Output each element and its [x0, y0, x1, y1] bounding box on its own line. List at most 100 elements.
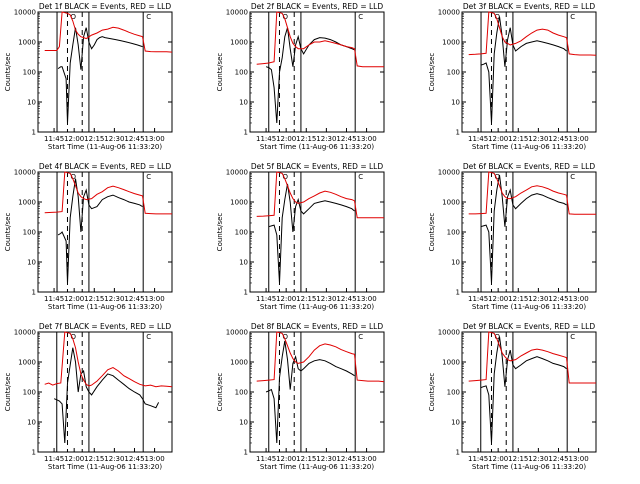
- y-tick-label: 1: [244, 449, 248, 457]
- open-mark: O: [494, 333, 500, 341]
- y-axis-label: Counts/sec: [216, 213, 224, 252]
- series-line-events: [265, 27, 355, 124]
- detector-panel-2: Det 2f BLACK = Events, RED = LLD 1 10 100 10…: [216, 2, 385, 151]
- x-tick-label: 12:45: [124, 455, 144, 463]
- y-tick-label: 1000: [442, 359, 460, 367]
- y-tick-label: 1: [456, 289, 460, 297]
- x-tick-label: 12:45: [548, 135, 568, 143]
- x-axis-label: Start Time (11-Aug-06 11:33:20): [472, 463, 586, 471]
- series-line-events: [57, 27, 143, 124]
- y-tick-label: 1: [456, 129, 460, 137]
- series-line-lld: [44, 11, 173, 53]
- x-axis-label: Start Time (11-Aug-06 11:33:20): [472, 303, 586, 311]
- plot-frame: [249, 11, 385, 133]
- close-mark: C: [358, 13, 363, 21]
- y-axis-label: Counts/sec: [428, 213, 436, 252]
- close-mark: C: [146, 13, 151, 21]
- y-tick-label: 1: [456, 449, 460, 457]
- x-tick-label: 11:45: [256, 295, 276, 303]
- open-mark: O: [282, 13, 288, 21]
- series-line-events: [53, 347, 160, 444]
- y-axis-label: Counts/sec: [4, 53, 12, 92]
- plot-frame: [249, 171, 385, 293]
- x-axis-label: Start Time (11-Aug-06 11:33:20): [260, 303, 374, 311]
- y-tick-label: 1000: [18, 199, 36, 207]
- x-tick-label: 11:45: [256, 135, 276, 143]
- detector-panel-1: Det 1f BLACK = Events, RED = LLD 1 10 100 10…: [4, 2, 173, 151]
- y-axis-label: Counts/sec: [216, 53, 224, 92]
- x-axis-label: Start Time (11-Aug-06 11:33:20): [472, 143, 586, 151]
- series-line-lld: [468, 171, 596, 215]
- x-tick-label: 12:15: [84, 295, 104, 303]
- y-tick-label: 10000: [438, 329, 460, 337]
- series-line-lld: [44, 331, 173, 388]
- x-tick-label: 12:15: [508, 455, 528, 463]
- x-tick-label: 13:00: [568, 455, 588, 463]
- plot-frame: [461, 331, 597, 453]
- open-mark: O: [494, 13, 500, 21]
- x-tick-label: 13:00: [568, 295, 588, 303]
- y-tick-label: 1: [244, 289, 248, 297]
- chart-title: Det 5f BLACK = Events, RED = LLD: [251, 162, 384, 171]
- y-tick-label: 100: [23, 389, 36, 397]
- x-tick-label: 12:45: [124, 135, 144, 143]
- x-tick-label: 13:00: [144, 295, 164, 303]
- open-mark: O: [70, 173, 76, 181]
- x-tick-label: 13:00: [568, 135, 588, 143]
- x-tick-label: 11:45: [468, 455, 488, 463]
- series-line-lld: [256, 331, 385, 383]
- y-tick-label: 10: [451, 99, 460, 107]
- chart-title: Det 7f BLACK = Events, RED = LLD: [39, 322, 172, 331]
- y-tick-label: 1000: [230, 359, 248, 367]
- y-tick-label: 1000: [230, 199, 248, 207]
- y-axis-label: Counts/sec: [4, 213, 12, 252]
- detector-panel-3: Det 3f BLACK = Events, RED = LLD 1 10 100 10…: [428, 2, 597, 151]
- x-tick-label: 13:00: [356, 295, 376, 303]
- close-mark: C: [146, 333, 151, 341]
- close-mark: C: [146, 173, 151, 181]
- series-line-events: [480, 174, 567, 284]
- x-axis-label: Start Time (11-Aug-06 11:33:20): [48, 463, 162, 471]
- x-tick-label: 12:00: [64, 455, 84, 463]
- x-tick-label: 12:30: [104, 295, 124, 303]
- x-tick-label: 12:15: [84, 135, 104, 143]
- x-tick-label: 12:30: [104, 135, 124, 143]
- x-tick-label: 11:45: [468, 135, 488, 143]
- y-tick-label: 10: [451, 259, 460, 267]
- detector-panel-7: Det 7f BLACK = Events, RED = LLD 1 10 100 10…: [4, 322, 173, 471]
- x-tick-label: 12:15: [508, 135, 528, 143]
- x-tick-label: 13:00: [144, 455, 164, 463]
- y-tick-label: 1000: [18, 359, 36, 367]
- y-tick-label: 10: [27, 99, 36, 107]
- y-tick-label: 10000: [226, 9, 248, 17]
- y-tick-label: 1: [32, 129, 36, 137]
- x-tick-label: 12:15: [84, 455, 104, 463]
- x-tick-label: 12:30: [316, 295, 336, 303]
- detector-panel-6: Det 6f BLACK = Events, RED = LLD 1 10 100 10…: [428, 162, 597, 311]
- x-tick-label: 12:30: [316, 135, 336, 143]
- x-tick-label: 12:30: [528, 135, 548, 143]
- x-tick-label: 12:00: [64, 295, 84, 303]
- x-tick-label: 12:00: [276, 455, 296, 463]
- y-tick-label: 1000: [442, 39, 460, 47]
- x-tick-label: 11:45: [44, 295, 64, 303]
- x-tick-label: 12:30: [316, 455, 336, 463]
- detector-panel-8: Det 8f BLACK = Events, RED = LLD 1 10 100 10…: [216, 322, 385, 471]
- x-tick-label: 12:00: [64, 135, 84, 143]
- y-tick-label: 10000: [438, 169, 460, 177]
- x-tick-label: 13:00: [144, 135, 164, 143]
- y-tick-label: 1: [244, 129, 248, 137]
- x-tick-label: 11:45: [468, 295, 488, 303]
- y-tick-label: 10000: [14, 329, 36, 337]
- series-line-events: [480, 16, 567, 124]
- close-mark: C: [358, 333, 363, 341]
- y-tick-label: 100: [235, 69, 248, 77]
- chart-title: Det 3f BLACK = Events, RED = LLD: [463, 2, 596, 11]
- x-tick-label: 13:00: [356, 135, 376, 143]
- y-tick-label: 100: [23, 229, 36, 237]
- series-line-lld: [256, 171, 384, 219]
- chart-title: Det 1f BLACK = Events, RED = LLD: [39, 2, 172, 11]
- open-mark: O: [70, 333, 76, 341]
- y-tick-label: 10: [239, 259, 248, 267]
